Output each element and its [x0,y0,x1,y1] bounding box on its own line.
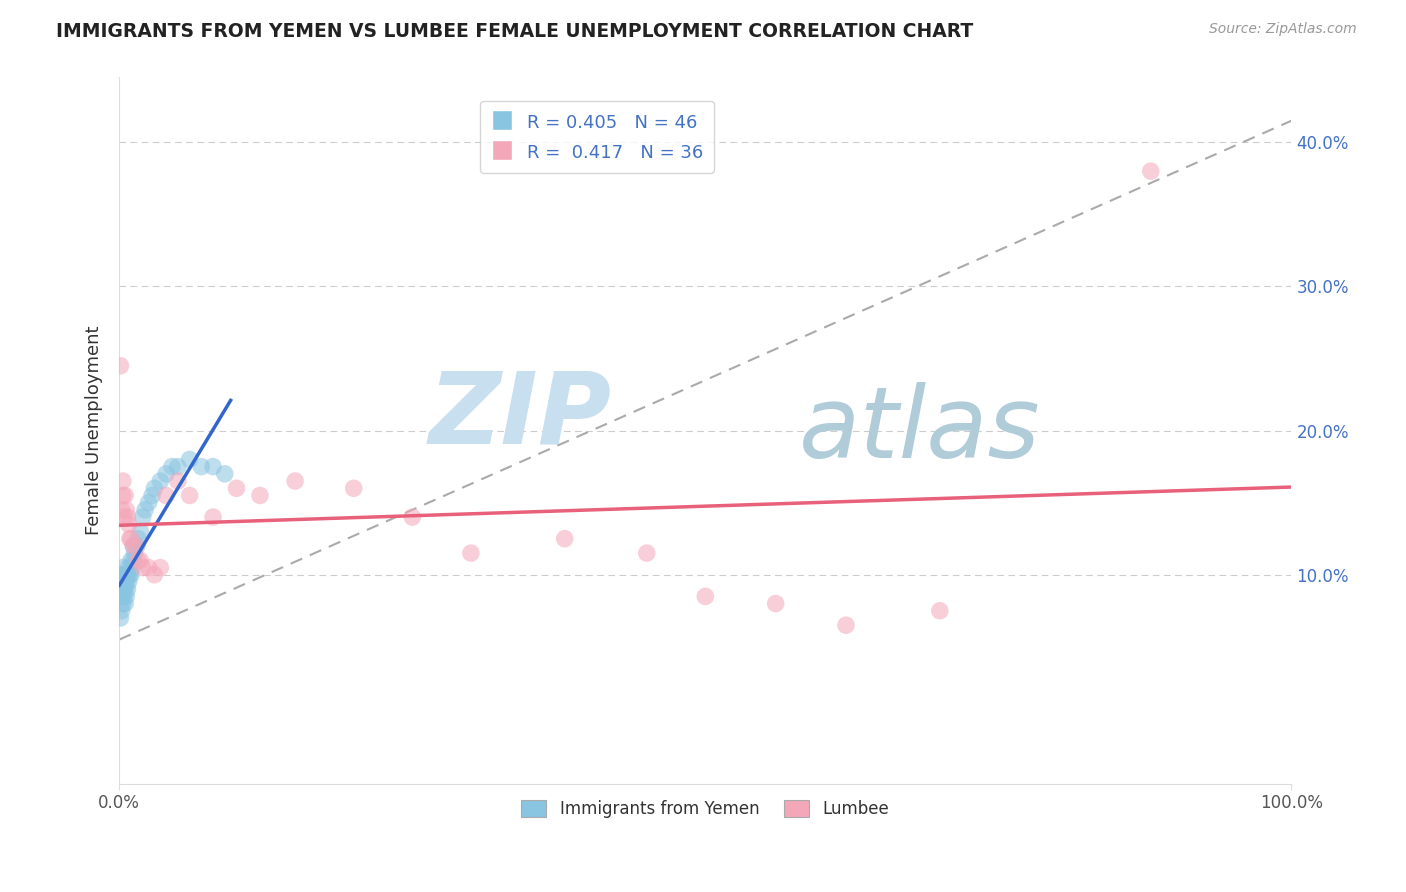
Point [122,553,145,567]
Point [155,467,177,481]
Point [138,560,160,574]
Point [110,574,132,589]
Point [112,567,135,582]
Point [115,574,138,589]
Point [118,532,141,546]
Point [125,539,148,553]
Point [118,574,141,589]
Point [460,546,482,560]
Point [928,604,950,618]
Point [110,590,132,604]
Point [110,590,132,604]
Point [129,524,152,539]
Point [111,488,134,502]
Point [117,567,139,582]
Point [134,503,156,517]
Point [765,597,787,611]
Point [122,539,145,553]
Point [132,510,155,524]
Point [112,590,135,604]
Point [835,618,858,632]
Point [120,567,142,582]
Point [114,582,136,596]
Point [225,481,247,495]
Point [121,560,143,574]
Point [124,546,146,560]
Point [110,604,132,618]
Point [190,459,212,474]
Point [117,582,139,596]
Point [120,532,142,546]
Point [111,574,134,589]
Point [110,567,132,582]
Point [636,546,658,560]
Text: ZIP: ZIP [429,368,612,465]
Point [143,567,166,582]
Point [129,553,152,567]
Point [179,452,201,467]
Point [167,474,190,488]
Point [179,488,201,502]
Point [149,474,172,488]
Point [118,560,141,574]
Point [115,590,138,604]
Point [117,510,139,524]
Point [138,496,160,510]
Point [343,481,366,495]
Point [112,574,135,589]
Text: IMMIGRANTS FROM YEMEN VS LUMBEE FEMALE UNEMPLOYMENT CORRELATION CHART: IMMIGRANTS FROM YEMEN VS LUMBEE FEMALE U… [56,22,973,41]
Point [214,467,236,481]
Point [122,539,145,553]
Point [114,488,136,502]
Point [249,488,271,502]
Point [125,539,148,553]
Point [127,532,149,546]
Point [202,459,225,474]
Point [284,474,307,488]
Point [141,488,163,502]
Text: Source: ZipAtlas.com: Source: ZipAtlas.com [1209,22,1357,37]
Point [112,510,135,524]
Point [155,488,177,502]
Point [111,582,134,596]
Point [118,517,141,532]
Y-axis label: Female Unemployment: Female Unemployment [86,326,103,535]
Legend: Immigrants from Yemen, Lumbee: Immigrants from Yemen, Lumbee [515,793,896,825]
Point [118,567,141,582]
Point [149,560,172,574]
Point [127,553,149,567]
Point [160,459,183,474]
Point [202,510,225,524]
Point [554,532,576,546]
Point [401,510,423,524]
Point [114,567,136,582]
Point [695,590,717,604]
Point [115,503,138,517]
Point [132,560,155,574]
Text: atlas: atlas [799,382,1040,479]
Point [110,359,132,373]
Point [111,597,134,611]
Point [167,459,190,474]
Point [111,560,134,574]
Point [110,582,132,596]
Point [143,481,166,495]
Point [114,597,136,611]
Point [110,503,132,517]
Point [110,611,132,625]
Point [120,553,142,567]
Point [111,474,134,488]
Point [1139,164,1161,178]
